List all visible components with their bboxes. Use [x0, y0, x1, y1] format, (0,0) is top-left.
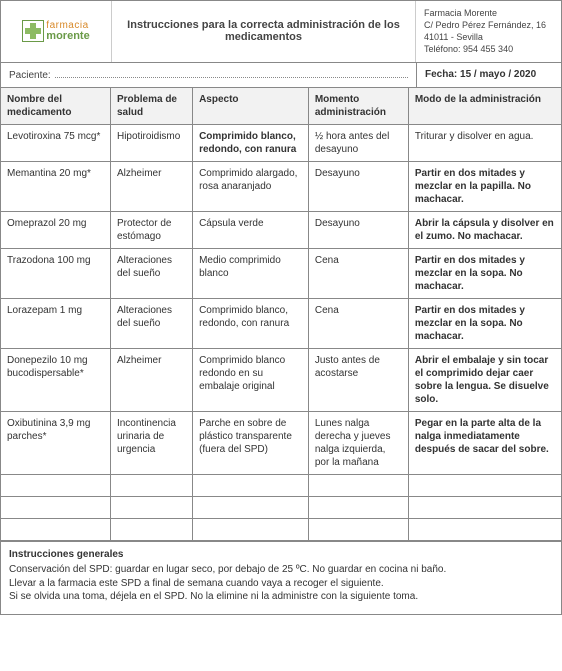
empty-cell [1, 518, 110, 540]
cell-name: Memantina 20 mg* [1, 161, 110, 211]
cell-mode: Abrir el embalaje y sin tocar el comprim… [408, 348, 561, 411]
table-row: Omeprazol 20 mgProtector de estómagoCáps… [1, 211, 561, 248]
cell-moment: Cena [308, 248, 408, 298]
pharmacy-phone: Teléfono: 954 455 340 [424, 43, 553, 55]
pharmacy-name: Farmacia Morente [424, 7, 553, 19]
cell-problem: Alteraciones del sueño [110, 248, 192, 298]
patient-label: Paciente: [9, 70, 51, 81]
col-header-aspect: Aspecto [193, 88, 309, 125]
cell-problem: Alzheimer [110, 161, 192, 211]
cell-mode: Partir en dos mitades y mezclar en la pa… [408, 161, 561, 211]
table-row: Trazodona 100 mgAlteraciones del sueñoMe… [1, 248, 561, 298]
table-row: Donepezilo 10 mg bucodispersable*Alzheim… [1, 348, 561, 411]
empty-cell [110, 518, 192, 540]
empty-cell [110, 474, 192, 496]
cell-mode: Partir en dos mitades y mezclar en la so… [408, 298, 561, 348]
table-row: Levotiroxina 75 mcg*HipotiroidismoCompri… [1, 124, 561, 161]
cell-problem: Alzheimer [110, 348, 192, 411]
cell-problem: Alteraciones del sueño [110, 298, 192, 348]
col-header-moment: Momento administración [308, 88, 408, 125]
cell-problem: Incontinencia urinaria de urgencia [110, 411, 192, 474]
pharmacy-city: 41011 - Sevilla [424, 31, 553, 43]
cell-mode: Triturar y disolver en agua. [408, 124, 561, 161]
cell-mode: Partir en dos mitades y mezclar en la so… [408, 248, 561, 298]
cell-moment: Lunes nalga derecha y jueves nalga izqui… [308, 411, 408, 474]
cell-name: Oxibutinina 3,9 mg parches* [1, 411, 110, 474]
table-row-empty [1, 518, 561, 540]
empty-cell [110, 496, 192, 518]
cross-icon [22, 20, 44, 42]
cell-moment: ½ hora antes del desayuno [308, 124, 408, 161]
empty-cell [308, 518, 408, 540]
footer-title: Instrucciones generales [9, 548, 553, 562]
medication-sheet: farmacia morente Instrucciones para la c… [0, 0, 562, 615]
footer-line-3: Si se olvida una toma, déjela en el SPD.… [9, 590, 553, 604]
cell-name: Levotiroxina 75 mcg* [1, 124, 110, 161]
empty-cell [408, 496, 561, 518]
sheet-title: Instrucciones para la correcta administr… [111, 1, 416, 62]
cell-aspect: Comprimido blanco, redondo, con ranura [193, 124, 309, 161]
pharmacy-address: C/ Pedro Pérez Fernández, 16 [424, 19, 553, 31]
footer-line-2: Llevar a la farmacia este SPD a final de… [9, 577, 553, 591]
patient-cell: Paciente: [1, 63, 416, 87]
col-header-problem: Problema de salud [110, 88, 192, 125]
empty-cell [408, 518, 561, 540]
table-row: Lorazepam 1 mgAlteraciones del sueñoComp… [1, 298, 561, 348]
patient-input-line[interactable] [55, 69, 408, 78]
cell-name: Donepezilo 10 mg bucodispersable* [1, 348, 110, 411]
table-header-row: Nombre del medicamento Problema de salud… [1, 88, 561, 125]
cell-aspect: Comprimido blanco redondo en su embalaje… [193, 348, 309, 411]
cell-aspect: Comprimido alargado, rosa anaranjado [193, 161, 309, 211]
cell-mode: Abrir la cápsula y disolver en el zumo. … [408, 211, 561, 248]
logo-cell: farmacia morente [1, 1, 111, 62]
pharmacy-logo: farmacia morente [22, 20, 89, 42]
cell-moment: Desayuno [308, 211, 408, 248]
empty-cell [193, 474, 309, 496]
cell-moment: Justo antes de acostarse [308, 348, 408, 411]
cell-moment: Desayuno [308, 161, 408, 211]
cell-name: Trazodona 100 mg [1, 248, 110, 298]
date-cell: Fecha: 15 / mayo / 2020 [416, 63, 561, 87]
empty-cell [1, 474, 110, 496]
cell-aspect: Parche en sobre de plástico transparente… [193, 411, 309, 474]
medication-table: Nombre del medicamento Problema de salud… [1, 88, 561, 541]
col-header-name: Nombre del medicamento [1, 88, 110, 125]
empty-cell [193, 496, 309, 518]
empty-cell [308, 496, 408, 518]
cell-name: Omeprazol 20 mg [1, 211, 110, 248]
col-header-mode: Modo de la administración [408, 88, 561, 125]
general-instructions: Instrucciones generales Conservación del… [1, 541, 561, 614]
empty-cell [308, 474, 408, 496]
cell-name: Lorazepam 1 mg [1, 298, 110, 348]
meta-row: Paciente: Fecha: 15 / mayo / 2020 [1, 63, 561, 88]
header-row: farmacia morente Instrucciones para la c… [1, 1, 561, 63]
empty-cell [1, 496, 110, 518]
footer-line-1: Conservación del SPD: guardar en lugar s… [9, 563, 553, 577]
cell-aspect: Comprimido blanco, redondo, con ranura [193, 298, 309, 348]
empty-cell [408, 474, 561, 496]
logo-text-bottom: morente [46, 31, 89, 42]
cell-aspect: Cápsula verde [193, 211, 309, 248]
cell-problem: Protector de estómago [110, 211, 192, 248]
cell-mode: Pegar en la parte alta de la nalga inmed… [408, 411, 561, 474]
table-row-empty [1, 474, 561, 496]
empty-cell [193, 518, 309, 540]
table-row: Oxibutinina 3,9 mg parches*Incontinencia… [1, 411, 561, 474]
cell-moment: Cena [308, 298, 408, 348]
cell-aspect: Medio comprimido blanco [193, 248, 309, 298]
table-row: Memantina 20 mg*AlzheimerComprimido alar… [1, 161, 561, 211]
table-row-empty [1, 496, 561, 518]
pharmacy-info: Farmacia Morente C/ Pedro Pérez Fernánde… [416, 1, 561, 62]
cell-problem: Hipotiroidismo [110, 124, 192, 161]
